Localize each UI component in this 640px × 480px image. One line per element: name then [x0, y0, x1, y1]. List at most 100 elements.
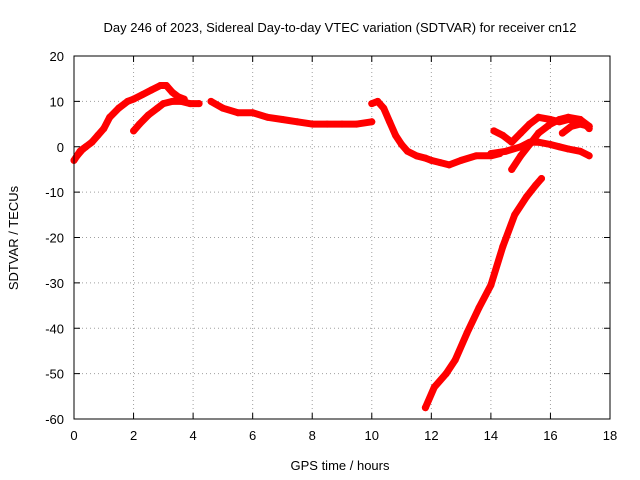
data-point [159, 100, 167, 108]
data-point [168, 88, 176, 96]
data-point [144, 111, 152, 119]
data-point [130, 127, 138, 135]
data-point [156, 81, 164, 89]
data-point [374, 97, 382, 105]
data-point [427, 156, 435, 164]
data-point [564, 113, 572, 121]
data-point [100, 125, 108, 133]
series-points-arc-5 [368, 97, 504, 169]
data-point [576, 147, 584, 155]
data-point [115, 104, 123, 112]
x-tick-label: 4 [189, 428, 196, 443]
y-tick-label: 20 [50, 49, 64, 64]
data-point [487, 281, 495, 289]
x-tick-label: 12 [424, 428, 438, 443]
data-point [421, 154, 429, 162]
series-points-arc-9 [558, 120, 593, 137]
data-point [502, 147, 510, 155]
data-point [186, 100, 194, 108]
data-point [499, 243, 507, 251]
y-tick-label: -60 [45, 412, 64, 427]
data-point [538, 175, 546, 183]
data-point [532, 181, 540, 189]
data-point [564, 145, 572, 153]
y-tick-label: -10 [45, 185, 64, 200]
data-point [511, 211, 519, 219]
data-point [162, 81, 170, 89]
data-point [508, 165, 516, 173]
data-point [445, 161, 453, 169]
data-point [392, 131, 400, 139]
data-point [546, 120, 554, 128]
data-point [168, 97, 176, 105]
data-point [526, 120, 534, 128]
data-point [517, 129, 525, 137]
data-point [475, 304, 483, 312]
data-point [323, 120, 331, 128]
data-point [249, 109, 257, 117]
data-point [338, 120, 346, 128]
data-point [124, 97, 132, 105]
data-point [368, 118, 376, 126]
data-point [523, 193, 531, 201]
y-tick-label: -50 [45, 367, 64, 382]
data-point [567, 122, 575, 130]
data-point [535, 129, 543, 137]
data-point [106, 113, 114, 121]
data-point [195, 100, 203, 108]
data-point [380, 104, 388, 112]
data-point [398, 140, 406, 148]
data-point [546, 140, 554, 148]
x-tick-label: 10 [365, 428, 379, 443]
series-points-arc-6 [487, 138, 593, 160]
series-line-arc-9 [558, 120, 593, 137]
data-point [368, 100, 376, 108]
data-point [293, 118, 301, 126]
series-points-arc-3 [130, 97, 203, 135]
data-point [517, 152, 525, 160]
data-point [88, 138, 96, 146]
data-point [585, 152, 593, 160]
series-points-arc-4 [207, 97, 376, 128]
data-point [430, 383, 438, 391]
data-point [412, 152, 420, 160]
x-tick-label: 14 [484, 428, 498, 443]
x-tick-label: 8 [309, 428, 316, 443]
data-point [558, 129, 566, 137]
chart-title: Day 246 of 2023, Sidereal Day-to-day VTE… [103, 20, 576, 35]
data-point [508, 138, 516, 146]
data-point [264, 113, 272, 121]
data-point [472, 152, 480, 160]
y-axis-label: SDTVAR / TECUs [6, 185, 21, 290]
data-point [576, 120, 584, 128]
data-point [136, 120, 144, 128]
y-tick-label: 10 [50, 94, 64, 109]
data-point [73, 152, 81, 160]
data-point [451, 356, 459, 364]
x-tick-label: 16 [543, 428, 557, 443]
data-point [177, 97, 185, 105]
data-point [147, 86, 155, 94]
data-point [207, 97, 215, 105]
data-point [138, 91, 146, 99]
data-point [442, 370, 450, 378]
x-axis-label: GPS time / hours [291, 458, 390, 473]
data-point [308, 120, 316, 128]
series-line-arc-5 [368, 97, 504, 169]
x-tick-label: 6 [249, 428, 256, 443]
series-points-arc-10 [421, 175, 546, 412]
data-point [278, 116, 286, 124]
data-point [490, 127, 498, 135]
data-point [94, 131, 102, 139]
series-line-arc-6 [487, 138, 593, 160]
y-tick-label: -30 [45, 276, 64, 291]
data-point [463, 329, 471, 337]
data-point [404, 147, 412, 155]
data-point [457, 156, 465, 164]
y-tick-label: 0 [57, 140, 64, 155]
data-point [555, 116, 563, 124]
y-tick-label: -40 [45, 321, 64, 336]
series-points-arc-2 [73, 81, 188, 160]
